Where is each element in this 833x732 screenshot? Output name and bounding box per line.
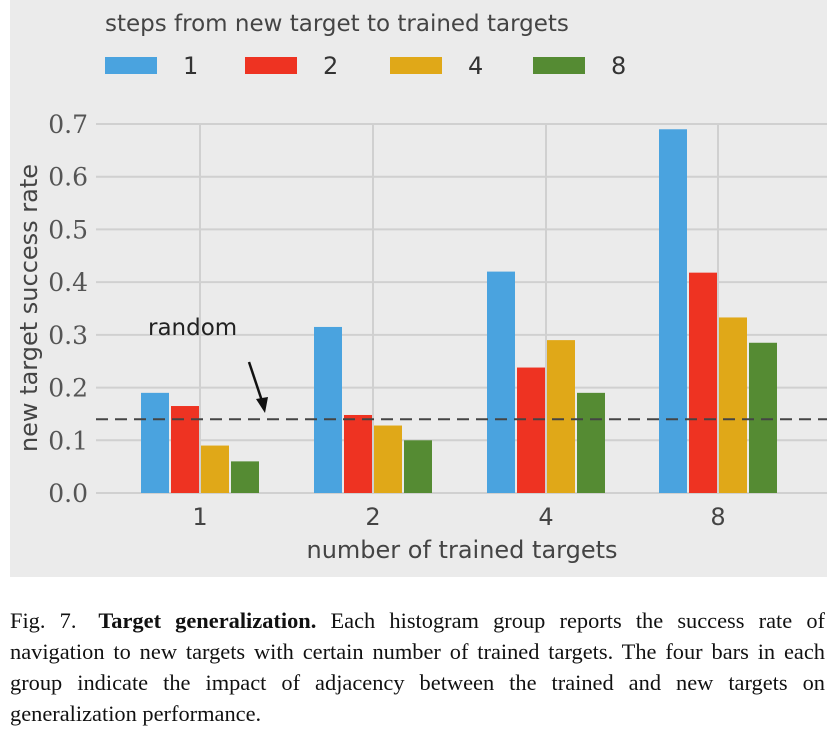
caption-text: Each histogram group reports the success… (10, 608, 825, 726)
legend-title: steps from new target to trained targets (105, 11, 569, 37)
chart: steps from new target to trained targets… (10, 0, 827, 577)
caption-title: Target generalization. (98, 608, 317, 633)
legend-label-2: 2 (323, 52, 338, 80)
y-tick-label: 0.4 (48, 268, 88, 297)
y-tick-label: 0.0 (48, 479, 88, 508)
y-tick-label: 0.1 (48, 426, 88, 455)
bar-series-2-group-2 (344, 414, 372, 493)
x-tick-label: 8 (710, 503, 725, 531)
caption-label: Fig. 7. (10, 608, 77, 633)
y-axis-label: new target success rate (15, 164, 43, 452)
bar-series-4-group-1 (201, 445, 229, 493)
bar-series-8-group-1 (231, 461, 259, 493)
bar-series-4-group-8 (719, 317, 747, 493)
bar-series-1-group-4 (487, 271, 515, 493)
bar-series-8-group-8 (749, 342, 777, 493)
x-tick-label: 2 (365, 503, 380, 531)
legend-label-1: 1 (183, 52, 198, 80)
x-tick-label: 1 (192, 503, 207, 531)
bar-series-1-group-2 (314, 326, 342, 493)
x-axis-label: number of trained targets (306, 536, 617, 564)
bar-series-8-group-4 (577, 392, 605, 493)
legend-label-8: 8 (611, 52, 626, 80)
bar-series-8-group-2 (404, 440, 432, 493)
legend-swatch-8 (533, 57, 585, 74)
legend-label-4: 4 (468, 52, 483, 80)
legend-swatch-1 (105, 57, 157, 74)
bar-series-4-group-2 (374, 425, 402, 493)
y-tick-label: 0.5 (48, 215, 88, 244)
bar-series-2-group-4 (517, 367, 545, 493)
bars (141, 129, 777, 493)
bar-series-2-group-1 (171, 406, 199, 493)
bar-series-1-group-1 (141, 392, 169, 493)
bar-series-2-group-8 (689, 272, 717, 493)
bar-series-4-group-4 (547, 340, 575, 493)
legend: 1 2 4 8 (105, 52, 626, 80)
y-tick-labels: 0.0 0.1 0.2 0.3 0.4 0.5 0.6 0.7 (48, 110, 88, 508)
annotation-arrow (247, 361, 268, 413)
bar-series-1-group-8 (659, 129, 687, 493)
y-tick-label: 0.6 (48, 163, 88, 192)
y-tick-label: 0.3 (48, 321, 88, 350)
random-annotation: random (148, 315, 237, 341)
legend-swatch-2 (245, 57, 297, 74)
x-tick-label: 4 (538, 503, 553, 531)
x-tick-labels: 1 2 4 8 (192, 503, 725, 531)
y-tick-label: 0.2 (48, 374, 88, 403)
legend-swatch-4 (390, 57, 442, 74)
figure-caption: Fig. 7. Target generalization. Each histo… (10, 605, 825, 729)
y-tick-label: 0.7 (48, 110, 88, 139)
